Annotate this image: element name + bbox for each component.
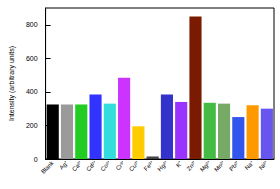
svg-text:Cu²⁺: Cu²⁺	[128, 160, 140, 172]
svg-text:Intensity (arbitrary units): Intensity (arbitrary units)	[8, 46, 16, 121]
svg-text:Blank: Blank	[40, 160, 55, 175]
svg-text:Cd²⁺: Cd²⁺	[85, 160, 97, 172]
svg-text:K⁺: K⁺	[175, 160, 183, 168]
svg-text:Mg²⁺: Mg²⁺	[199, 160, 212, 173]
svg-text:400: 400	[26, 88, 38, 95]
svg-text:Co²⁺: Co²⁺	[99, 160, 111, 172]
svg-text:Ni²⁺: Ni²⁺	[258, 160, 269, 171]
svg-text:600: 600	[26, 55, 38, 62]
svg-text:0: 0	[34, 156, 38, 163]
svg-text:Fe³⁺: Fe³⁺	[143, 160, 155, 172]
svg-text:Cr³⁺: Cr³⁺	[115, 160, 127, 172]
svg-text:Pb²⁺: Pb²⁺	[228, 160, 240, 172]
svg-text:Hg²⁺: Hg²⁺	[157, 160, 169, 172]
svg-text:200: 200	[26, 122, 38, 129]
svg-text:Ca²⁺: Ca²⁺	[71, 160, 83, 172]
svg-text:Na⁺: Na⁺	[244, 160, 255, 171]
svg-text:Ag⁺: Ag⁺	[58, 160, 69, 171]
svg-text:Mn²⁺: Mn²⁺	[213, 160, 226, 173]
svg-text:800: 800	[26, 21, 38, 28]
svg-text:Zn²⁺: Zn²⁺	[186, 160, 198, 172]
